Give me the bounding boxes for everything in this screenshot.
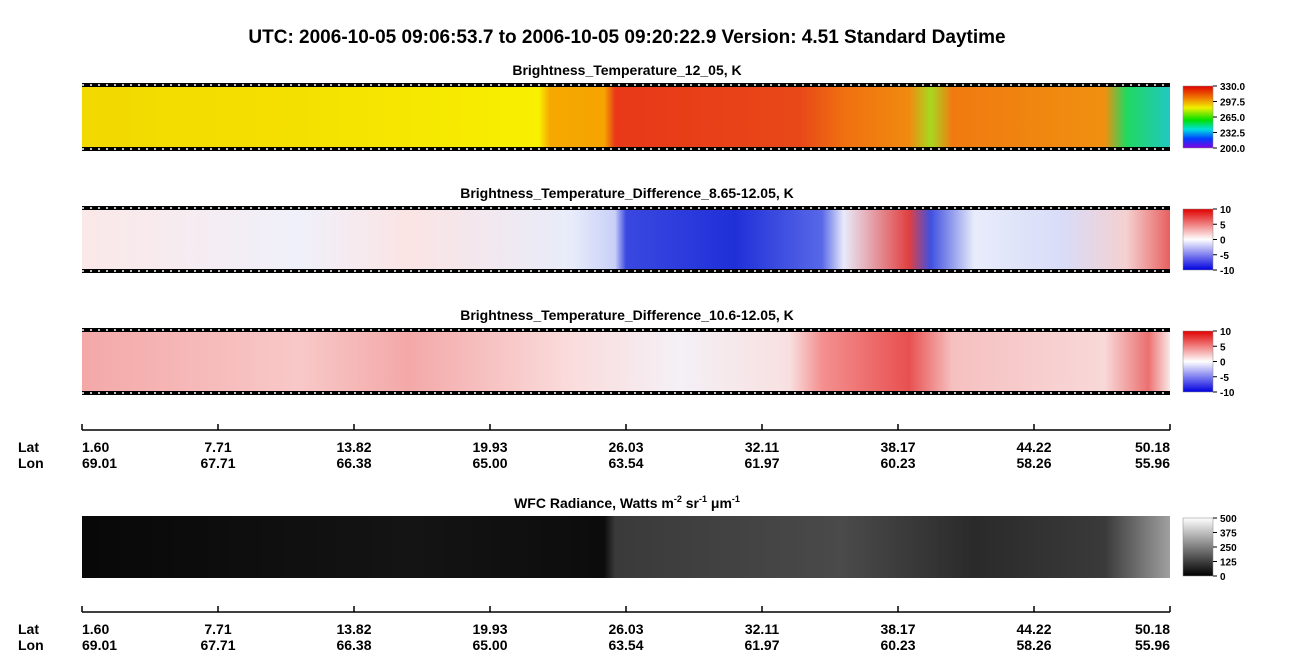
superscript: -1 [732,494,740,504]
lon-tick-label: 67.71 [200,637,235,653]
main-title: UTC: 2006-10-05 09:06:53.7 to 2006-10-05… [248,27,1005,48]
superscript: -1 [699,494,707,504]
lat-tick-label: 38.17 [880,621,915,637]
lon-tick-label: 63.54 [608,455,643,471]
colorbar-tick-label: 265.0 [1220,113,1245,124]
colorbar-tick-label: 10 [1220,327,1232,338]
colorbar-tick-label: 375 [1220,529,1237,540]
colorbar [1182,517,1214,577]
colorbar-tick-label: -10 [1220,388,1235,399]
image-strip [82,207,1170,272]
panel-title: Brightness_Temperature_Difference_10.6-1… [460,307,794,323]
lat-tick-label: 50.18 [1135,439,1170,455]
title-part: WFC Radiance, Watts m [514,495,674,511]
axis-label: Lon [18,455,44,471]
colorbar [1182,330,1214,393]
lat-tick-label: 13.82 [336,439,371,455]
lat-tick-label: 26.03 [608,621,643,637]
colorbar-tick-label: -5 [1220,373,1229,384]
superscript: -2 [674,494,682,504]
lat-tick-label: 50.18 [1135,621,1170,637]
colorbar [1182,85,1214,149]
lon-tick-label: 61.97 [744,637,779,653]
colorbar-tick-label: 10 [1220,205,1232,216]
colorbar-tick-label: 500 [1220,514,1237,525]
image-strip [82,516,1170,578]
lon-tick-label: 69.01 [82,455,117,471]
lat-tick-label: 44.22 [1016,439,1051,455]
colorbar-tick-label: 0 [1220,236,1226,247]
lon-tick-label: 55.96 [1135,455,1170,471]
axis-label: Lon [18,637,44,653]
colorbar-tick-label: 5 [1220,342,1226,353]
panel-title: WFC Radiance, Watts m-2 sr-1 μm-1 [514,494,740,511]
image-strip [82,84,1170,150]
lat-tick-label: 19.93 [472,439,507,455]
title-part: μm [707,495,732,511]
lon-tick-label: 67.71 [200,455,235,471]
lat-tick-label: 1.60 [82,439,109,455]
lat-tick-label: 32.11 [745,439,779,455]
lon-tick-label: 55.96 [1135,637,1170,653]
lat-tick-label: 38.17 [880,439,915,455]
colorbar-tick-label: 5 [1220,220,1226,231]
lat-tick-label: 32.11 [745,621,779,637]
lon-tick-label: 65.00 [472,455,507,471]
lon-tick-label: 60.23 [880,455,915,471]
lon-tick-label: 61.97 [744,455,779,471]
axis-label: Lat [18,439,39,455]
lat-tick-label: 7.71 [204,439,231,455]
image-strip [82,329,1170,394]
title-part: sr [682,495,700,511]
colorbar-tick-label: 0 [1220,358,1226,369]
lon-tick-label: 60.23 [880,637,915,653]
colorbar-tick-label: 232.5 [1220,129,1245,140]
colorbar-tick-label: -10 [1220,266,1235,277]
lon-tick-label: 63.54 [608,637,643,653]
colorbar-tick-label: 330.0 [1220,82,1245,93]
lon-tick-label: 66.38 [336,637,371,653]
lat-tick-label: 1.60 [82,621,109,637]
colorbar-tick-label: 250 [1220,543,1237,554]
colorbar-tick-label: 297.5 [1220,98,1245,109]
lat-tick-label: 7.71 [204,621,231,637]
colorbar-tick-label: 0 [1220,572,1226,583]
panel-title: Brightness_Temperature_Difference_8.65-1… [460,185,794,201]
lon-tick-label: 69.01 [82,637,117,653]
axis-label: Lat [18,621,39,637]
lat-tick-label: 13.82 [336,621,371,637]
lon-tick-label: 66.38 [336,455,371,471]
lat-tick-label: 44.22 [1016,621,1051,637]
lon-tick-label: 58.26 [1016,455,1051,471]
lon-tick-label: 58.26 [1016,637,1051,653]
colorbar [1182,208,1214,271]
lon-tick-label: 65.00 [472,637,507,653]
colorbar-tick-label: -5 [1220,251,1229,262]
lat-tick-label: 19.93 [472,621,507,637]
lat-tick-label: 26.03 [608,439,643,455]
panel-title: Brightness_Temperature_12_05, K [512,62,741,78]
colorbar-tick-label: 200.0 [1220,144,1245,155]
colorbar-tick-label: 125 [1220,558,1237,569]
